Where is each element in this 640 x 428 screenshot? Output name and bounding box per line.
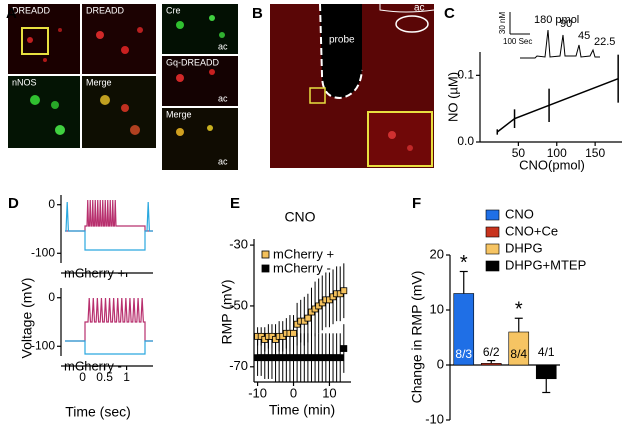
- data-point: [290, 329, 297, 337]
- legend-swatch: [485, 260, 500, 272]
- legend-label: DHPG: [505, 240, 543, 255]
- legend-swatch: [485, 226, 500, 238]
- image-label: ac: [414, 3, 425, 14]
- data-line: [496, 77, 619, 133]
- data-point: [340, 287, 348, 295]
- legend-label: mCherry -: [273, 260, 331, 275]
- image-label: nNOS: [12, 77, 37, 87]
- x-tick-label: 0.5: [96, 370, 113, 384]
- x-tick-label: 0: [290, 385, 297, 400]
- y-tick-label: 0: [437, 356, 444, 371]
- significance-mark: *: [460, 252, 468, 274]
- y-axis-title: Voltage (mV): [19, 278, 35, 359]
- x-tick-label: -10: [248, 385, 267, 400]
- legend-label: CNO+Ce: [505, 223, 558, 238]
- data-point: [304, 314, 312, 322]
- x-tick-label: 150: [585, 146, 605, 160]
- voltage-trace: [65, 297, 153, 342]
- panel-b-image: probe ac: [270, 3, 435, 168]
- image-label: Cre: [166, 5, 181, 15]
- image-label: DREADD: [12, 5, 51, 15]
- legend-swatch: [261, 250, 270, 259]
- x-tick-label: 1: [123, 370, 130, 384]
- image-label: ac: [218, 156, 228, 166]
- legend-swatch: [261, 264, 270, 273]
- significance-mark: *: [515, 299, 523, 321]
- legend-label: mCherry +: [273, 246, 334, 261]
- panel-label: A: [6, 5, 17, 22]
- x-axis-title: Time (sec): [65, 404, 131, 420]
- n-label: 8/4: [510, 347, 527, 361]
- legend-swatch: [485, 243, 500, 255]
- y-tick-label: 20: [430, 246, 444, 261]
- y-tick-label: 10: [430, 301, 444, 316]
- y-tick-label: 0.1: [457, 68, 474, 82]
- x-tick-label: 10: [322, 385, 336, 400]
- y-tick-label: -30: [229, 237, 248, 252]
- y-axis-title: Change in RMP (mV): [409, 271, 425, 404]
- inset-label: 45: [578, 30, 590, 42]
- data-point: [336, 354, 344, 362]
- panel-label: F: [412, 195, 421, 212]
- scale-label: 30 nM: [498, 12, 507, 35]
- y-axis-title: RMP (mV): [219, 279, 235, 344]
- voltage-trace: [65, 340, 153, 355]
- panel-legend: mCherry +: [64, 265, 125, 280]
- panel-label: E: [230, 195, 240, 212]
- legend-swatch: [485, 209, 500, 221]
- x-tick-label: 100: [547, 146, 567, 160]
- inset-label: 90: [560, 18, 572, 30]
- panel-label: B: [252, 5, 263, 22]
- y-tick-label: -100: [31, 338, 55, 352]
- y-tick-label: 0: [48, 290, 55, 304]
- y-tick-label: -70: [229, 358, 248, 373]
- voltage-trace: [65, 201, 153, 251]
- image-label: probe: [329, 35, 355, 46]
- image-label: Merge: [86, 77, 112, 87]
- legend-label: DHPG+MTEP: [505, 257, 586, 272]
- bar: [535, 364, 557, 380]
- data-point: [340, 345, 348, 352]
- y-tick-label: -50: [229, 297, 248, 312]
- x-axis-title: Time (min): [269, 402, 335, 418]
- y-tick-label: 0: [48, 197, 55, 211]
- scale-label: 100 Sec: [503, 37, 532, 46]
- y-tick-label: 0.0: [457, 134, 474, 148]
- panel-a-images: DREADD DREADD nNOS Merge Cre ac Gq-DREAD…: [8, 4, 238, 170]
- image-label: ac: [218, 93, 228, 103]
- inset-trace: [509, 12, 600, 59]
- x-tick-label: 50: [512, 146, 526, 160]
- y-tick-label: -10: [425, 411, 444, 426]
- n-label: 8/3: [455, 347, 472, 361]
- panel-legend: mCherry -: [64, 358, 122, 373]
- image-label: ac: [218, 41, 228, 51]
- x-tick-label: 0: [79, 370, 86, 384]
- n-label: 4/1: [538, 345, 555, 359]
- chart-title: CNO: [284, 209, 315, 225]
- bar: [480, 363, 502, 366]
- x-axis-title: CNO(pmol): [519, 157, 585, 172]
- image-label: DREADD: [86, 5, 125, 15]
- image-label: Merge: [166, 109, 192, 119]
- panel-label: C: [444, 5, 455, 22]
- inset-label: 180 pmol: [534, 14, 579, 26]
- inset-label: 22.5: [594, 36, 615, 48]
- n-label: 6/2: [483, 345, 500, 359]
- panel-label: D: [8, 195, 19, 212]
- image-label: Gq-DREADD: [166, 57, 220, 67]
- legend-label: CNO: [505, 206, 534, 221]
- voltage-trace: [65, 199, 153, 232]
- y-axis-title: NO (µM): [445, 72, 460, 122]
- y-tick-label: -100: [31, 245, 55, 259]
